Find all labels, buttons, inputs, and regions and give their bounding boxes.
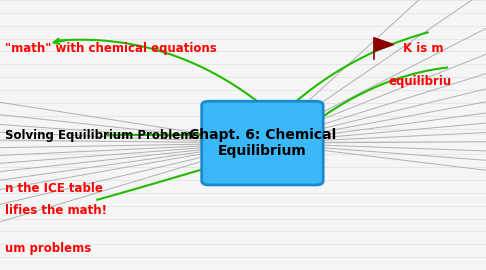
Text: K is m: K is m bbox=[403, 42, 444, 55]
Text: n the ICE table: n the ICE table bbox=[5, 183, 103, 195]
Text: lifies the math!: lifies the math! bbox=[5, 204, 107, 217]
Polygon shape bbox=[374, 38, 394, 51]
FancyBboxPatch shape bbox=[202, 101, 323, 185]
Text: Solving Equilibrium Problems: Solving Equilibrium Problems bbox=[5, 129, 199, 141]
Text: um problems: um problems bbox=[5, 242, 91, 255]
Text: equilibriu: equilibriu bbox=[389, 75, 452, 87]
Text: Chapt. 6: Chemical
Equilibrium: Chapt. 6: Chemical Equilibrium bbox=[189, 128, 336, 158]
Text: "math" with chemical equations: "math" with chemical equations bbox=[5, 42, 217, 55]
